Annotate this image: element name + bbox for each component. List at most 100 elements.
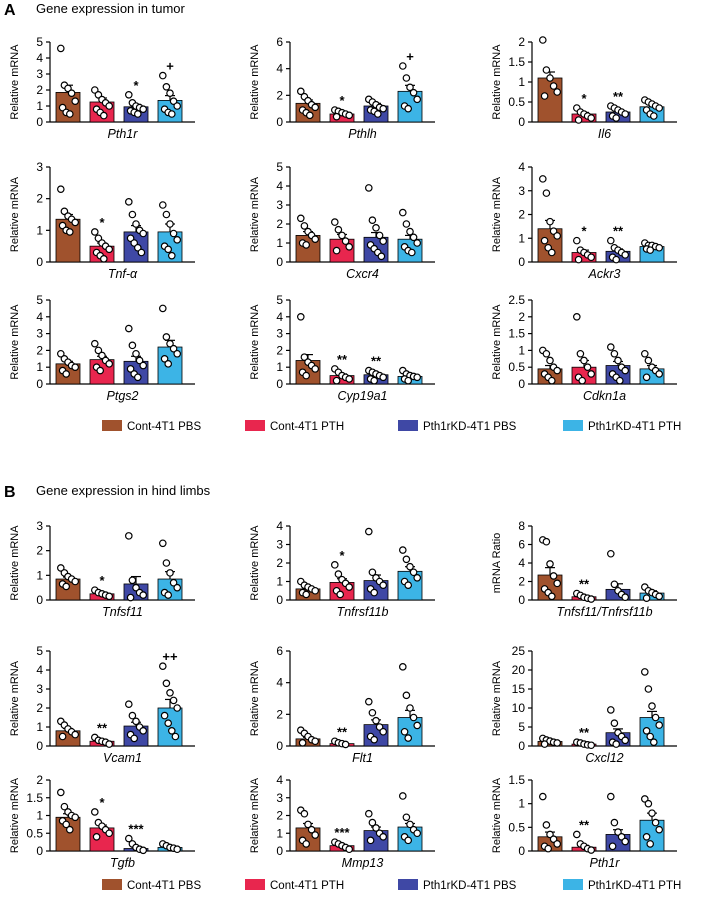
y-tick-label: 2 [518, 208, 525, 222]
data-point [137, 248, 146, 257]
y-tick-label: 4 [36, 663, 43, 677]
y-tick-label: 3 [276, 198, 283, 212]
legend-item: Cont-4T1 PBS [102, 879, 201, 892]
y-tick-label: 2 [518, 575, 525, 589]
data-point [544, 844, 553, 853]
y-tick-label: 2 [518, 35, 525, 49]
data-point [642, 594, 651, 602]
y-tick-label: 1.5 [508, 55, 525, 69]
gene-label: Cdkn1a [583, 389, 626, 403]
data-point [553, 232, 562, 240]
data-point [345, 375, 354, 383]
legend-swatch [102, 879, 122, 890]
gene-label: Mmp13 [342, 856, 384, 870]
data-point [311, 737, 320, 746]
data-point [580, 356, 588, 365]
legend-swatch [245, 879, 265, 890]
y-axis-label: Relative mRNA [9, 660, 21, 736]
data-point [366, 836, 375, 845]
data-point [553, 840, 562, 848]
data-point [296, 214, 305, 223]
significance-mark: ** [613, 224, 624, 239]
data-point [130, 734, 139, 743]
data-point [296, 312, 305, 321]
data-point [300, 809, 309, 818]
data-point [166, 339, 174, 348]
y-tick-label: 0 [276, 255, 283, 269]
y-tick-label: 2 [36, 701, 43, 715]
y-tick-label: 3 [518, 184, 525, 198]
data-point [413, 721, 422, 730]
data-point [67, 89, 76, 98]
data-point [610, 349, 619, 358]
data-point [368, 708, 377, 717]
legend-swatch [245, 420, 265, 431]
y-tick-label: 3 [36, 682, 43, 696]
data-point [572, 236, 581, 245]
y-tick-label: 4 [276, 676, 283, 690]
data-point [612, 255, 621, 264]
y-tick-label: 0 [518, 739, 525, 753]
data-point [372, 224, 380, 232]
data-point [538, 792, 547, 801]
data-point [404, 376, 413, 385]
legend-label: Pth1rKD-4T1 PBS [423, 880, 517, 892]
data-point [311, 103, 320, 112]
data-point [379, 104, 388, 113]
data-point [648, 702, 656, 710]
data-point [302, 840, 311, 848]
data-point [128, 711, 137, 720]
data-point [100, 255, 108, 263]
y-tick-label: 1 [36, 99, 43, 113]
data-point [646, 732, 655, 741]
data-point [56, 44, 65, 53]
data-point [538, 175, 547, 183]
legend-swatch [398, 420, 418, 431]
y-tick-label: 1 [36, 360, 43, 374]
data-point [409, 713, 418, 722]
data-point [406, 227, 414, 236]
y-tick-label: 0.5 [508, 360, 525, 374]
data-point [538, 36, 547, 44]
panel-b-letter: B [4, 484, 16, 501]
data-point [91, 808, 99, 816]
data-point [610, 580, 619, 589]
data-point [370, 588, 379, 597]
y-tick-label: 2 [276, 217, 283, 231]
chart-pthlh: 0 2 4 6 Relative mRNA Pthlh * + [249, 35, 435, 141]
significance-mark: * [581, 91, 587, 106]
gene-label: Tnf-α [108, 267, 138, 281]
data-point [542, 821, 551, 829]
data-point [71, 730, 80, 739]
y-tick-label: 4 [518, 160, 525, 174]
y-tick-label: 5 [518, 720, 525, 734]
data-point [546, 74, 554, 82]
data-point [139, 591, 148, 599]
y-axis-label: Relative mRNA [491, 176, 503, 252]
data-point [400, 727, 409, 736]
legend-label: Pth1rKD-4T1 PTH [588, 880, 681, 892]
data-point [60, 802, 69, 811]
data-point [311, 831, 320, 839]
y-tick-label: 0.5 [508, 820, 525, 834]
legend-item: Cont-4T1 PTH [245, 420, 344, 433]
data-point [640, 349, 649, 358]
significance-mark: * [133, 78, 139, 93]
legends-group: Cont-4T1 PBS Cont-4T1 PTH Pth1rKD-4T1 PBS P… [102, 420, 681, 892]
data-point [404, 104, 413, 113]
y-tick-label: 4 [36, 310, 43, 324]
gene-label: Tnfsf11 [102, 605, 143, 619]
data-point [98, 351, 106, 360]
y-tick-label: 0 [36, 115, 43, 129]
data-point [413, 573, 422, 582]
data-point [58, 732, 67, 741]
chart-tnfrsf11b: 0 1 2 3 4 Relative mRNA Tnfrsf11b * [249, 519, 435, 619]
chart-pth1r: 0 0.5 1 1.5 Relative mRNA Pth1r ** [491, 773, 677, 870]
data-point [404, 734, 413, 742]
data-point [542, 537, 551, 546]
y-tick-label: 20 [512, 663, 526, 677]
data-point [364, 184, 373, 192]
data-point [169, 229, 178, 238]
y-tick-label: 1 [518, 75, 525, 89]
data-point [546, 217, 554, 226]
